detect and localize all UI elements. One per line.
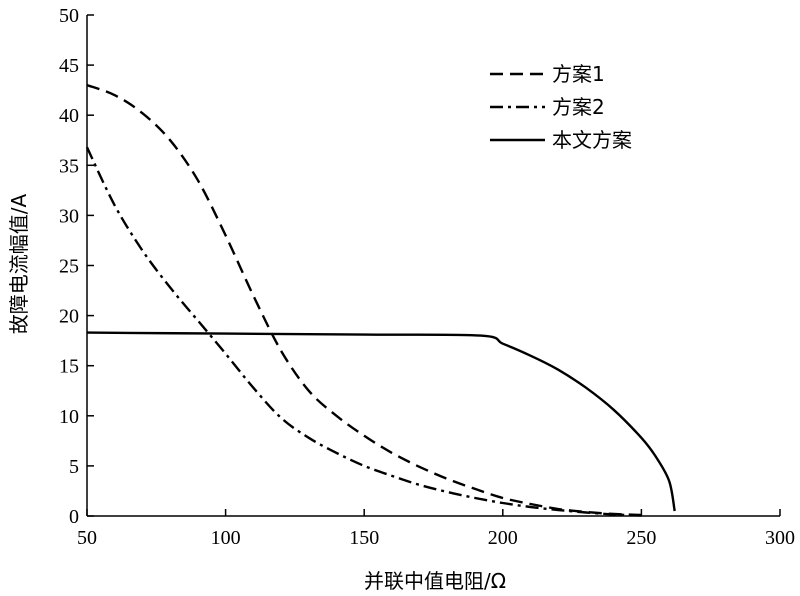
legend-label-series-1: 方案1: [552, 62, 605, 86]
x-tick-label: 250: [626, 527, 656, 549]
y-tick-label: 5: [69, 456, 79, 478]
y-axis-title: 故障电流幅值/A: [7, 193, 31, 334]
y-tick-label: 15: [59, 356, 79, 378]
y-tick-label: 45: [59, 55, 79, 77]
series-line-3: [86, 331, 676, 512]
x-tick-label: 50: [77, 527, 97, 549]
legend-label-series-2: 方案2: [552, 95, 605, 119]
series-layer: [85, 83, 676, 517]
x-tick-label: 300: [765, 527, 795, 549]
x-tick-label: 200: [488, 527, 518, 549]
x-ticks: 50 100 150 200 250 300: [77, 509, 795, 549]
x-tick-label: 150: [349, 527, 379, 549]
series-line-1: [86, 83, 642, 517]
x-axis-title: 并联中值电阻/Ω: [364, 569, 506, 593]
series-line-2: [85, 146, 642, 517]
y-tick-label: 35: [59, 155, 79, 177]
y-tick-label: 40: [59, 105, 79, 127]
y-tick-label: 0: [69, 506, 79, 528]
legend: 方案1 方案2 本文方案: [490, 62, 632, 152]
y-tick-label: 50: [59, 5, 79, 27]
y-tick-label: 10: [59, 406, 79, 428]
y-ticks: 0 5 10 15 20 25 30 35 40 45 50: [59, 5, 94, 528]
x-tick-label: 100: [211, 527, 241, 549]
axes: [86, 15, 780, 517]
legend-label-series-3: 本文方案: [552, 128, 632, 152]
y-tick-label: 25: [59, 256, 79, 278]
y-tick-label: 30: [59, 205, 79, 227]
y-tick-label: 20: [59, 306, 79, 328]
